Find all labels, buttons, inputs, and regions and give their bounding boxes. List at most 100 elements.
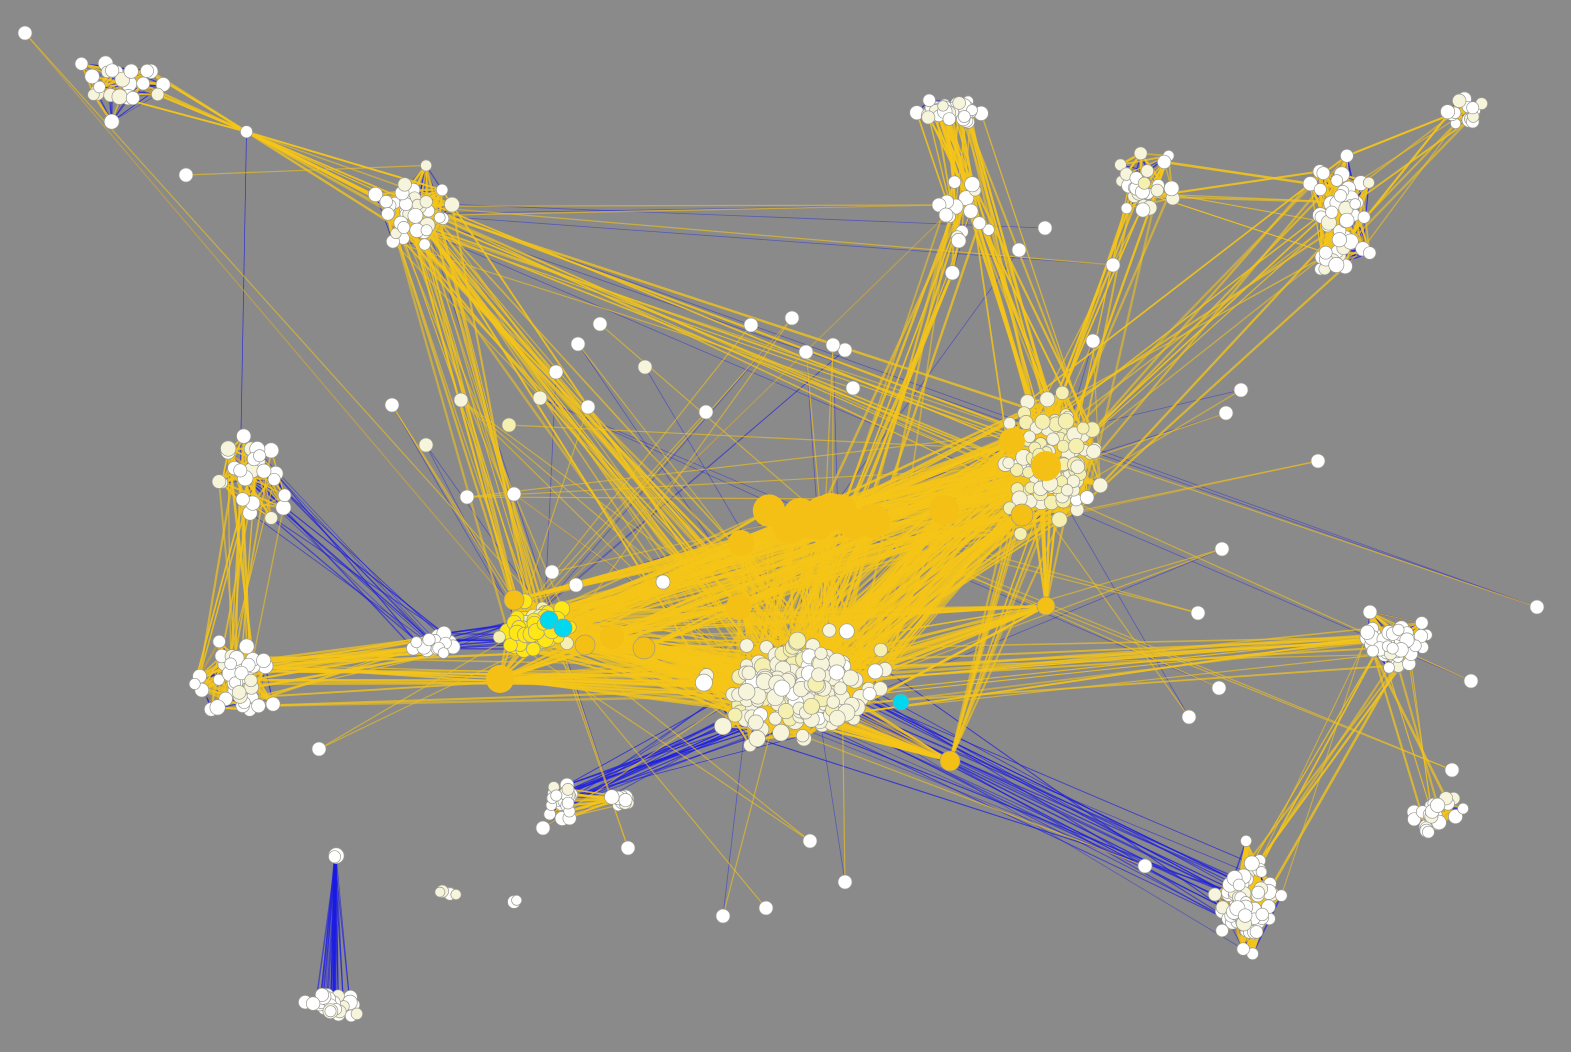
graph-node[interactable] [726,594,752,620]
graph-node[interactable] [1068,437,1085,455]
graph-node[interactable] [1310,453,1326,469]
graph-node[interactable] [1034,413,1051,430]
graph-node[interactable] [741,665,756,680]
graph-node[interactable] [1529,599,1545,615]
graph-node[interactable] [277,488,292,503]
graph-node[interactable] [511,894,523,906]
graph-node[interactable] [758,900,774,916]
graph-node[interactable] [937,100,949,112]
graph-node[interactable] [1232,878,1246,892]
graph-node[interactable] [828,664,845,681]
graph-node[interactable] [548,364,564,380]
graph-node[interactable] [532,390,548,406]
graph-node[interactable] [1440,104,1456,120]
graph-node[interactable] [999,428,1025,454]
graph-node[interactable] [921,110,936,125]
graph-node[interactable] [1333,189,1348,203]
graph-node[interactable] [1313,183,1327,196]
graph-node[interactable] [825,337,841,353]
graph-node[interactable] [814,646,828,660]
graph-node[interactable] [526,642,541,657]
graph-node[interactable] [1255,907,1269,922]
graph-node[interactable] [1055,385,1070,400]
graph-node[interactable] [698,404,714,420]
graph-node[interactable] [1466,101,1480,115]
graph-node[interactable] [747,714,764,731]
graph-node[interactable] [539,610,559,630]
graph-node[interactable] [1137,858,1153,874]
graph-node[interactable] [265,696,281,712]
graph-node[interactable] [384,397,400,413]
graph-node[interactable] [1061,484,1074,497]
graph-node[interactable] [1079,490,1095,505]
graph-node[interactable] [434,886,446,898]
graph-node[interactable] [535,820,551,836]
graph-node[interactable] [238,638,255,655]
graph-node[interactable] [1243,855,1260,872]
graph-node[interactable] [942,112,956,126]
graph-node[interactable] [798,344,814,360]
graph-node[interactable] [727,707,743,723]
graph-node[interactable] [1051,511,1068,528]
graph-node[interactable] [1275,889,1288,902]
graph-node[interactable] [328,850,342,864]
graph-node[interactable] [867,663,884,680]
graph-node[interactable] [235,492,250,507]
graph-node[interactable] [140,63,154,78]
graph-node[interactable] [948,175,962,189]
graph-node[interactable] [211,474,227,489]
graph-node[interactable] [231,685,247,700]
graph-node[interactable] [1255,866,1268,878]
graph-node[interactable] [1036,596,1056,616]
graph-node[interactable] [1357,210,1371,224]
graph-node[interactable] [752,494,786,527]
graph-node[interactable] [838,623,855,640]
graph-node[interactable] [951,233,967,249]
graph-node[interactable] [842,669,859,687]
graph-node[interactable] [1215,923,1229,938]
graph-node[interactable] [784,310,800,326]
graph-node[interactable] [728,530,754,556]
graph-node[interactable] [1422,825,1435,839]
graph-node[interactable] [151,87,165,102]
graph-node[interactable] [1430,797,1446,813]
graph-node[interactable] [1349,198,1361,210]
graph-node[interactable] [561,783,575,796]
graph-node[interactable] [111,88,128,105]
graph-node[interactable] [1214,541,1230,557]
graph-node[interactable] [922,93,936,107]
graph-node[interactable] [1056,439,1070,453]
graph-node[interactable] [420,159,433,172]
graph-node[interactable] [1366,644,1379,658]
graph-node[interactable] [788,631,807,650]
graph-node[interactable] [233,463,248,478]
graph-node[interactable] [324,1005,337,1018]
graph-node[interactable] [1011,242,1027,258]
graph-node[interactable] [715,908,731,924]
graph-node[interactable] [1046,432,1060,446]
graph-node[interactable] [604,789,620,805]
graph-node[interactable] [964,176,981,193]
graph-node[interactable] [1318,245,1333,260]
graph-node[interactable] [1362,176,1375,189]
graph-node[interactable] [492,630,506,644]
graph-node[interactable] [1086,444,1102,459]
graph-node[interactable] [422,633,436,647]
graph-node[interactable] [1135,202,1151,218]
graph-node[interactable] [1233,382,1249,398]
graph-node[interactable] [1457,802,1469,815]
graph-node[interactable] [410,636,423,649]
graph-node[interactable] [1037,220,1053,236]
graph-node[interactable] [929,495,959,525]
graph-node[interactable] [1057,412,1075,430]
graph-node[interactable] [251,698,266,714]
graph-node[interactable] [1137,176,1151,190]
graph-node[interactable] [437,647,450,659]
graph-node[interactable] [506,486,522,502]
graph-node[interactable] [1150,183,1164,198]
graph-node[interactable] [503,637,518,653]
graph-node[interactable] [695,673,713,692]
graph-node[interactable] [743,317,759,333]
graph-node[interactable] [837,874,853,890]
